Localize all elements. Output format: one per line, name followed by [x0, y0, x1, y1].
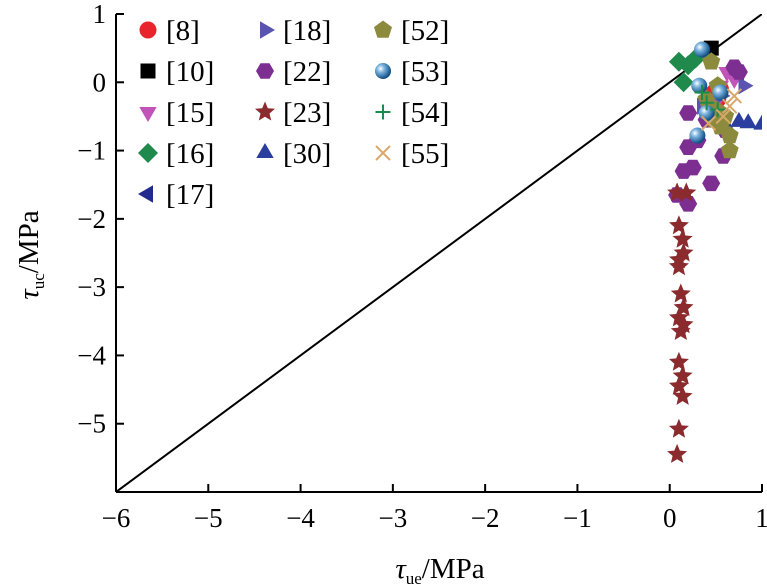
data-point — [720, 141, 739, 159]
y-axis-title: τuc/MPa — [13, 210, 48, 299]
data-point — [668, 51, 689, 72]
legend-marker — [375, 104, 391, 120]
reference-line — [116, 14, 762, 492]
legend-label: [53] — [401, 56, 449, 88]
legend-label: [23] — [283, 97, 331, 129]
data-point — [683, 159, 702, 176]
data-point — [715, 108, 731, 125]
data-point — [712, 84, 729, 101]
data-point — [721, 98, 738, 114]
x-tick-label: −2 — [471, 503, 500, 533]
y-tick-label: −3 — [77, 272, 106, 302]
data-point — [729, 64, 748, 80]
legend-marker — [260, 21, 275, 39]
data-point — [730, 111, 748, 127]
data-point — [670, 321, 691, 340]
data-point — [738, 77, 754, 95]
x-axis-title: τue/MPa — [395, 553, 484, 584]
data-point — [726, 88, 743, 104]
data-point — [667, 443, 688, 463]
legend-marker — [374, 20, 392, 38]
data-point — [694, 85, 710, 101]
legend-label: [18] — [283, 15, 331, 47]
y-tick-label: −1 — [77, 136, 106, 166]
x-tick-label: −1 — [563, 503, 592, 533]
legend-marker — [139, 21, 157, 39]
data-point — [672, 385, 693, 405]
y-tick-label: −2 — [77, 204, 106, 234]
legend-label: [30] — [283, 138, 331, 170]
legend-label: [16] — [166, 138, 214, 170]
data-point — [679, 196, 698, 212]
data-point — [670, 283, 691, 303]
legend-marker — [256, 143, 274, 158]
legend-label: [52] — [401, 15, 449, 47]
y-tick-label: −5 — [77, 409, 106, 439]
legend-label: [55] — [401, 138, 449, 170]
legend-marker — [255, 101, 275, 121]
data-point — [694, 41, 711, 58]
data-point — [702, 175, 721, 192]
legend-marker — [138, 185, 153, 203]
data-point — [669, 418, 689, 438]
data-point — [689, 127, 706, 144]
data-point — [669, 256, 689, 276]
data-point — [679, 105, 698, 121]
data-point — [676, 182, 697, 202]
legend-label: [54] — [401, 97, 449, 129]
legend-marker — [375, 145, 391, 161]
data-point — [673, 72, 694, 93]
data-point — [699, 95, 715, 111]
data-point — [702, 52, 721, 70]
legend-label: [10] — [166, 56, 214, 88]
legend-marker — [256, 63, 274, 79]
legend-label: [15] — [166, 97, 214, 129]
y-tick-label: 1 — [93, 0, 107, 29]
data-point — [672, 228, 693, 248]
legend-marker — [375, 63, 391, 79]
x-tick-label: −6 — [102, 503, 131, 533]
legend-label: [22] — [283, 56, 331, 88]
x-tick-label: −4 — [286, 503, 315, 533]
data-point — [700, 115, 717, 131]
x-tick-label: 0 — [663, 503, 677, 533]
legend-marker — [139, 107, 157, 122]
data-point — [669, 215, 689, 235]
legend-label: [8] — [166, 15, 200, 47]
data-point — [753, 114, 762, 130]
data-point — [691, 77, 708, 94]
legend-marker — [140, 63, 156, 79]
data-point — [669, 351, 689, 371]
x-tick-label: −3 — [378, 503, 407, 533]
y-tick-label: −4 — [77, 340, 106, 370]
x-tick-label: 1 — [755, 503, 767, 533]
legend-label: [17] — [166, 179, 214, 211]
legend-marker — [138, 143, 158, 163]
x-tick-label: −5 — [194, 503, 223, 533]
y-tick-label: 0 — [93, 67, 107, 97]
